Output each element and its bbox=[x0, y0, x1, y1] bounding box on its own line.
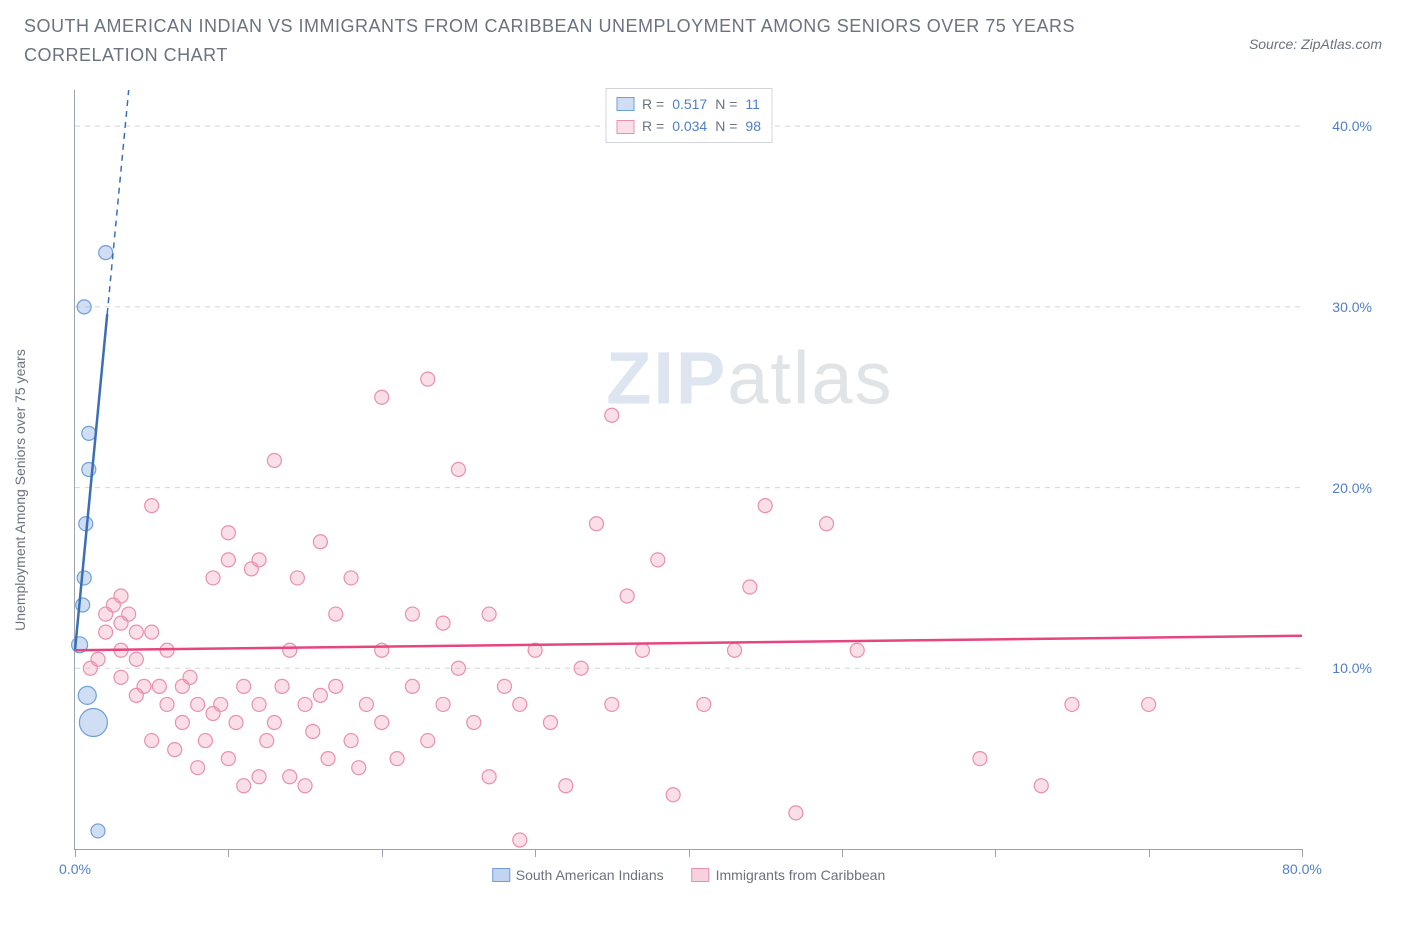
y-tick-label: 30.0% bbox=[1332, 299, 1372, 315]
x-tick bbox=[535, 849, 536, 857]
x-tick bbox=[842, 849, 843, 857]
trendline-layer bbox=[75, 90, 1302, 849]
x-tick bbox=[689, 849, 690, 857]
x-tick bbox=[995, 849, 996, 857]
stats-legend: R = 0.517 N = 11 R = 0.034 N = 98 bbox=[605, 88, 772, 143]
plot-area: ZIPatlas R = 0.517 N = 11 R = 0.034 N = … bbox=[74, 90, 1302, 850]
legend-item: South American Indians bbox=[492, 867, 664, 883]
swatch-icon bbox=[492, 868, 510, 882]
source-attribution: Source: ZipAtlas.com bbox=[1249, 36, 1382, 52]
swatch-icon bbox=[616, 97, 634, 111]
y-tick-label: 40.0% bbox=[1332, 118, 1372, 134]
chart-container: Unemployment Among Seniors over 75 years… bbox=[64, 90, 1382, 890]
x-tick-label: 0.0% bbox=[59, 861, 91, 877]
swatch-icon bbox=[692, 868, 710, 882]
x-tick bbox=[228, 849, 229, 857]
stats-row: R = 0.034 N = 98 bbox=[616, 115, 761, 137]
y-tick-label: 20.0% bbox=[1332, 480, 1372, 496]
x-tick-label: 80.0% bbox=[1282, 861, 1322, 877]
y-axis-label: Unemployment Among Seniors over 75 years bbox=[12, 349, 28, 631]
swatch-icon bbox=[616, 120, 634, 134]
legend-item: Immigrants from Caribbean bbox=[692, 867, 886, 883]
x-tick bbox=[1149, 849, 1150, 857]
series-legend: South American Indians Immigrants from C… bbox=[492, 867, 886, 883]
x-tick bbox=[75, 849, 76, 857]
stats-row: R = 0.517 N = 11 bbox=[616, 93, 761, 115]
x-tick bbox=[382, 849, 383, 857]
chart-title: SOUTH AMERICAN INDIAN VS IMMIGRANTS FROM… bbox=[24, 12, 1124, 70]
y-tick-label: 10.0% bbox=[1332, 660, 1372, 676]
x-tick bbox=[1302, 849, 1303, 857]
